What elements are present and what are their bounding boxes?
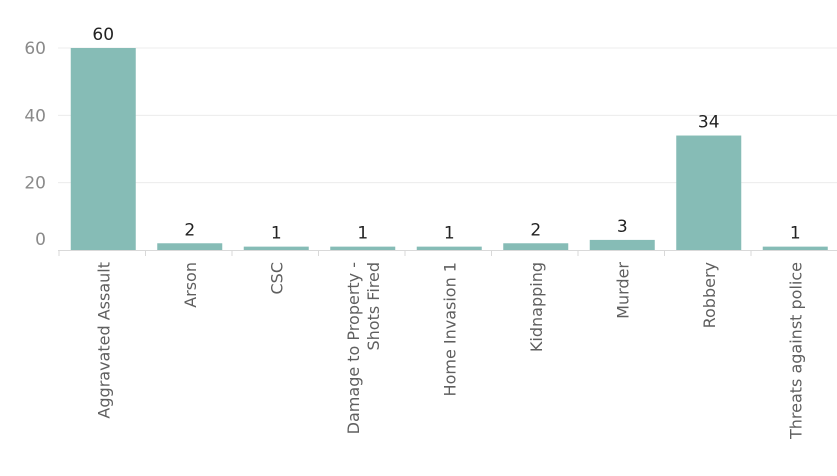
bar	[589, 239, 655, 250]
data-label: 60	[92, 25, 114, 45]
x-tick-label-line: Kidnapping	[527, 262, 546, 352]
data-label: 2	[184, 220, 195, 240]
x-tick-label-line: Aggravated Assault	[94, 262, 113, 419]
data-labels: 60 2 1 1 1 2 3 34 1	[92, 25, 800, 244]
y-tick-label: 60	[24, 39, 46, 59]
bar	[243, 246, 309, 250]
x-axis-ticks: Aggravated Assault Arson CSC Damage to Prop…	[94, 262, 805, 440]
y-axis-ticks: 0 20 40 60	[24, 39, 46, 250]
x-tick-label: Kidnapping	[527, 262, 546, 352]
data-label: 1	[790, 224, 801, 244]
x-tick-label-line: CSC	[267, 262, 286, 295]
x-tick-label: Arson	[181, 262, 200, 308]
x-tick-label-line: Home Invasion 1	[440, 262, 459, 396]
x-tick-label-line: Robbery	[700, 262, 719, 328]
x-tick-label: Threats against police	[786, 262, 805, 440]
y-tick-label: 0	[35, 230, 46, 250]
data-label: 1	[444, 224, 455, 244]
y-tick-label: 20	[24, 174, 46, 194]
x-tick-label-line: Arson	[181, 262, 200, 308]
x-tick-label-line: Damage to Property -	[344, 262, 363, 434]
bar	[416, 246, 482, 250]
x-tick-label-line: Threats against police	[786, 262, 805, 440]
bar	[676, 135, 742, 250]
data-label: 2	[530, 220, 541, 240]
y-tick-label: 40	[24, 106, 46, 126]
bar	[330, 246, 396, 250]
x-tick-label: Robbery	[700, 262, 719, 328]
bar	[503, 243, 569, 250]
x-tick-label-line: Shots Fired	[364, 262, 383, 351]
x-tick-label: Damage to Property - Shots Fired	[344, 262, 383, 434]
bar	[762, 246, 828, 250]
data-label: 34	[698, 113, 720, 133]
x-tick-label: Aggravated Assault	[94, 262, 113, 419]
x-tick-label: Home Invasion 1	[440, 262, 459, 396]
data-label: 1	[271, 224, 282, 244]
data-label: 3	[617, 217, 628, 237]
bar	[70, 48, 136, 250]
bars	[70, 48, 828, 250]
data-label: 1	[357, 224, 368, 244]
x-tick-label: Murder	[613, 262, 632, 319]
bar	[157, 243, 223, 250]
x-tick-label: CSC	[267, 262, 286, 295]
x-tick-label-line: Murder	[613, 262, 632, 319]
